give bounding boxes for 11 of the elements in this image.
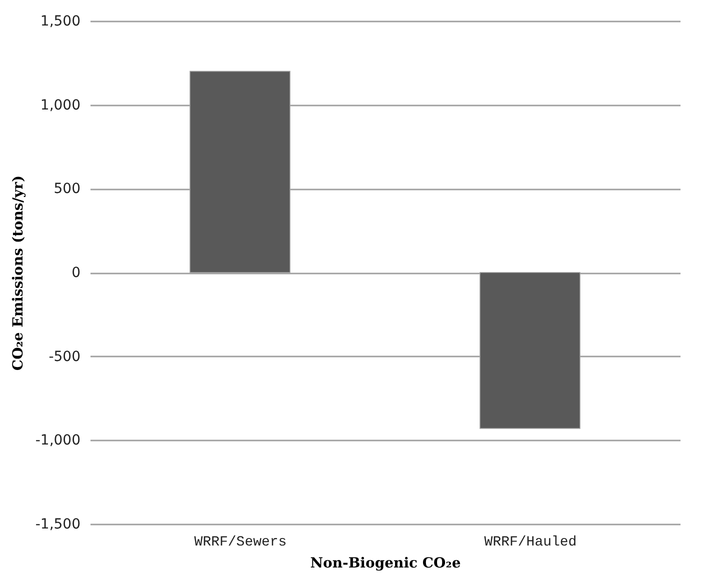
- x-tick-label: WRRF/Sewers: [194, 534, 287, 550]
- y-tick-label: -500: [48, 348, 80, 365]
- y-tick-label: 1,500: [40, 14, 80, 30]
- y-tick-label: 1,000: [40, 97, 80, 114]
- y-tick-label: -1,000: [35, 432, 80, 449]
- y-tick-label: 0: [72, 265, 80, 281]
- y-tick-label: -1,500: [35, 516, 80, 532]
- y-tick-label: 500: [54, 181, 80, 198]
- y-axis-title: CO₂e Emissions (tons/yr): [10, 175, 26, 371]
- x-tick-label: WRRF/Hauled: [484, 534, 577, 550]
- x-axis-title: Non-Biogenic CO₂e: [310, 556, 461, 572]
